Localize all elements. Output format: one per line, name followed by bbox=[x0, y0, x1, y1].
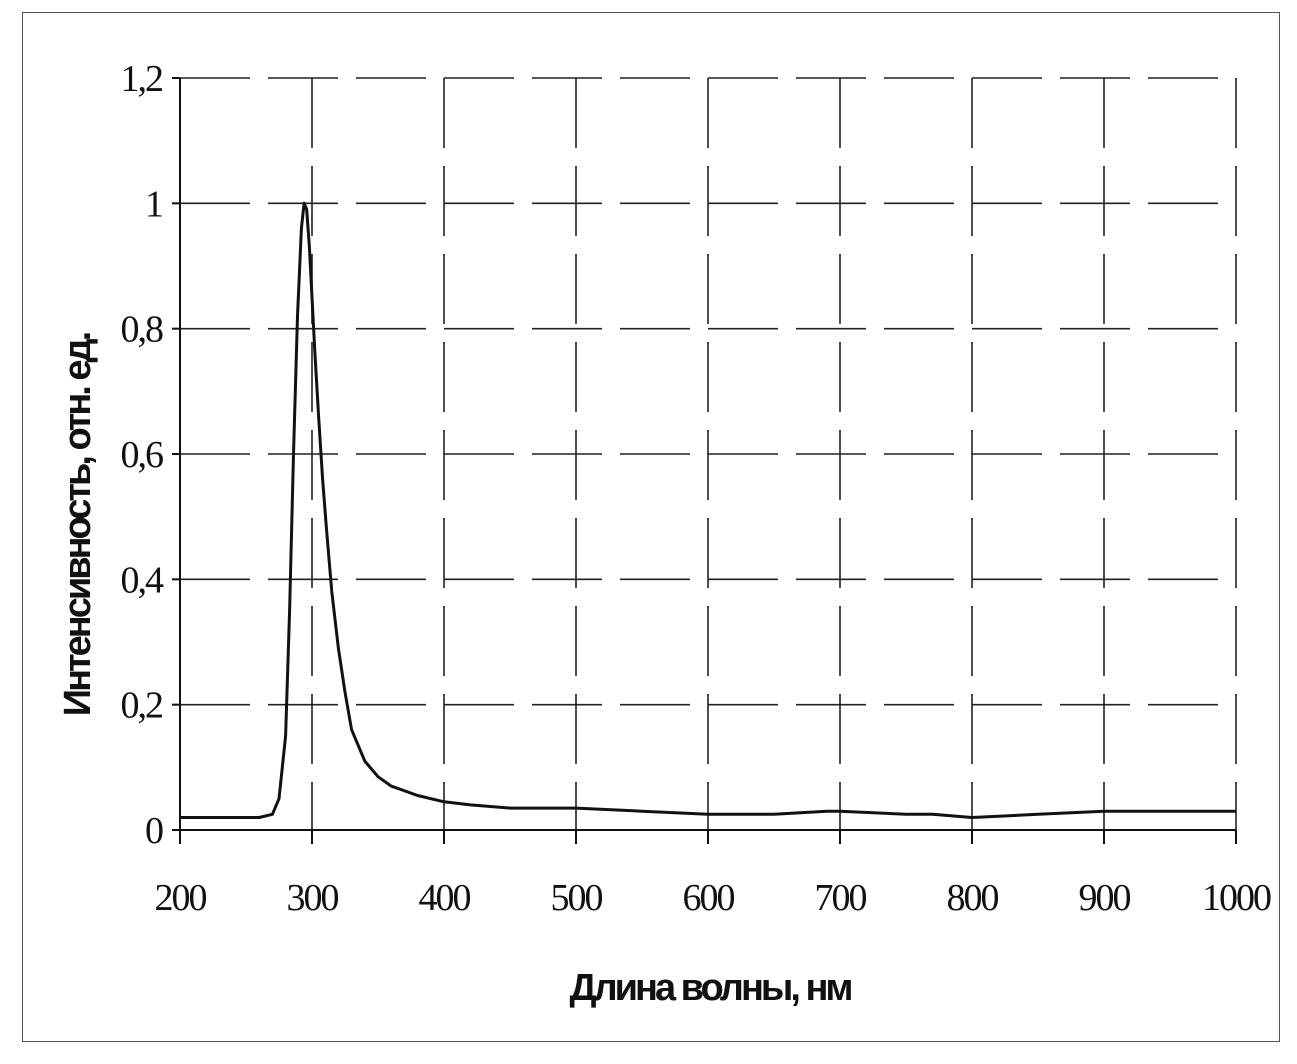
y-tick-label: 0,2 bbox=[121, 685, 163, 727]
x-tick-label: 1000 bbox=[1202, 877, 1271, 919]
x-tick-label: 600 bbox=[683, 877, 735, 919]
x-tick-label: 200 bbox=[155, 877, 207, 919]
x-tick-label: 400 bbox=[419, 877, 471, 919]
x-tick-label: 700 bbox=[815, 877, 867, 919]
y-tick-label: 0 bbox=[145, 810, 163, 852]
x-tick-label: 900 bbox=[1079, 877, 1131, 919]
x-tick-label: 300 bbox=[287, 877, 339, 919]
chart-frame bbox=[22, 12, 1280, 1042]
tick-labels: 0 0,2 0,4 0,6 0,8 1 1,2 200 300 400 500 600 700 800 90… bbox=[121, 58, 1274, 919]
y-tick-label: 0,8 bbox=[121, 309, 164, 351]
y-tick-label: 0,6 bbox=[121, 434, 164, 476]
spectrum-line bbox=[180, 201, 1236, 819]
series-layer bbox=[180, 201, 1236, 819]
axes bbox=[172, 77, 1237, 844]
x-axis-label: Длина волны, нм bbox=[569, 967, 851, 1009]
x-tick-label: 800 bbox=[947, 877, 999, 919]
y-tick-label: 1 bbox=[145, 183, 162, 225]
y-axis-label: Интенсивность, отн. ед. bbox=[57, 333, 99, 716]
grid-lines bbox=[180, 77, 1237, 830]
x-tick-label: 500 bbox=[551, 877, 603, 919]
y-tick-label: 0,4 bbox=[121, 559, 165, 601]
y-tick-label: 1,2 bbox=[121, 58, 163, 100]
